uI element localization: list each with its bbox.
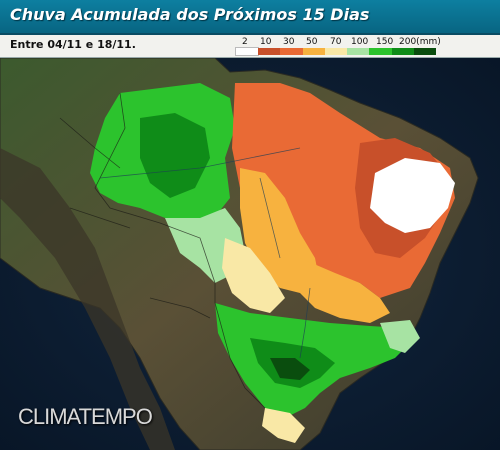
rainfall-legend: 2 10 30 50 70 100 150 200(mm) — [234, 37, 441, 56]
date-range: Entre 04/11 e 18/11. — [10, 38, 136, 51]
legend-label-2: 2 — [242, 37, 248, 47]
legend-swatch-6 — [369, 48, 392, 55]
legend-swatch-8 — [413, 48, 436, 55]
rain-zone-2mm-northeast — [370, 158, 455, 233]
country-borders — [59, 92, 266, 409]
rain-zone-100mm-southeast — [380, 320, 420, 353]
legend-swatch-4 — [324, 48, 348, 55]
climatempo-logo: CLIMATEMPO — [18, 404, 153, 429]
rain-zone-70mm-southern-tip — [262, 408, 305, 443]
legend-label-200mm: 200(mm) — [399, 37, 441, 47]
legend-swatch-7 — [391, 48, 414, 55]
legend-swatch-5 — [347, 48, 370, 55]
map-title: Chuva Acumulada dos Próximos 15 Dias — [10, 5, 370, 24]
legend-label-30: 30 — [283, 37, 295, 47]
title-bar: Chuva Acumulada dos Próximos 15 Dias — [0, 0, 500, 35]
legend-swatch-3 — [302, 48, 325, 55]
legend-label-10: 10 — [260, 37, 272, 47]
rain-zone-heavy-south — [270, 358, 310, 380]
rainfall-map — [0, 58, 500, 450]
info-bar: Entre 04/11 e 18/11. 2 10 30 50 70 100 1… — [0, 35, 500, 58]
rivers — [99, 147, 311, 359]
andes-ridge — [0, 148, 175, 450]
rain-zone-70mm-central — [222, 238, 285, 313]
legend-label-100: 100 — [351, 37, 369, 47]
legend-swatch-1 — [258, 48, 281, 55]
legend-label-70: 70 — [330, 37, 342, 47]
rain-zone-200mm-north — [140, 113, 210, 198]
legend-swatch-0 — [234, 47, 260, 56]
legend-swatch-2 — [280, 48, 303, 55]
legend-label-150: 150 — [376, 37, 394, 47]
legend-label-50: 50 — [306, 37, 318, 47]
rain-zone-50mm-east — [300, 258, 390, 323]
